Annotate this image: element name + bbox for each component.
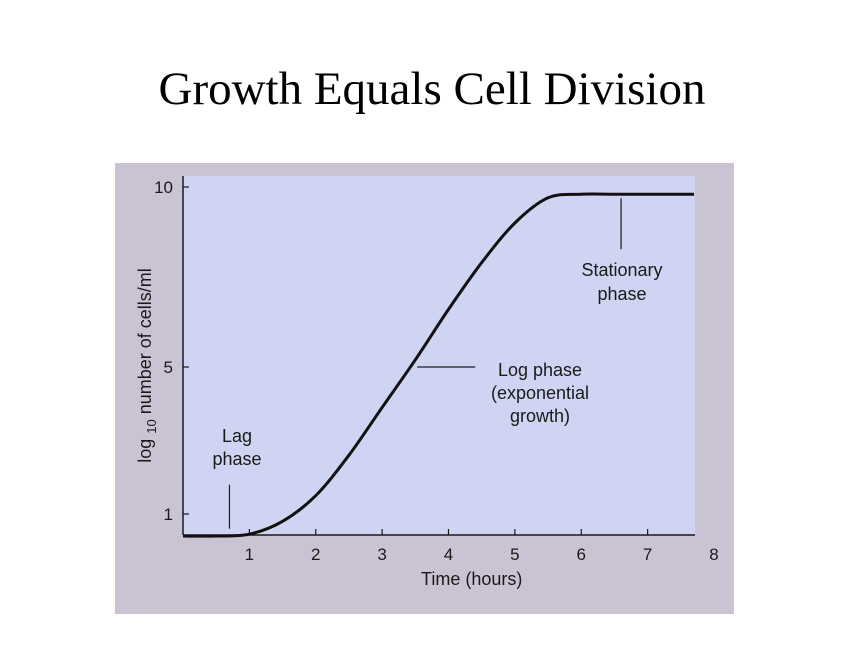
growth-curve-line xyxy=(182,192,695,538)
plot-area xyxy=(183,176,695,535)
log-phase-label: growth) xyxy=(510,406,570,426)
lag-phase-label: Lag xyxy=(222,426,252,446)
lag-phase-label: phase xyxy=(212,449,261,469)
phase-annotations: Lag phase Log phase (exponential growth) Stat… xyxy=(212,198,663,529)
log-phase-label: Log phase xyxy=(498,360,582,380)
stationary-phase-label: Stationary xyxy=(581,260,662,280)
slide-title: Growth Equals Cell Division xyxy=(158,63,706,115)
x-ticks: 1 2 3 4 5 6 7 8 xyxy=(245,529,719,564)
x-tick-label: 1 xyxy=(245,545,254,564)
y-tick-label: 10 xyxy=(154,178,173,197)
stationary-phase-label: phase xyxy=(597,284,646,304)
x-tick-label: 5 xyxy=(510,545,519,564)
x-axis-title: Time (hours) xyxy=(421,569,522,589)
y-tick-label: 5 xyxy=(164,358,173,377)
y-axis-title: log 10 number of cells/ml xyxy=(135,268,159,463)
y-axis-title-suffix: number of cells/ml xyxy=(135,268,155,419)
x-tick-label: 4 xyxy=(444,545,453,564)
log-phase-label: (exponential xyxy=(491,383,589,403)
x-tick-label: 2 xyxy=(311,545,320,564)
y-tick-label: 1 xyxy=(164,505,173,524)
x-tick-label: 3 xyxy=(377,545,386,564)
y-axis-title-prefix: log xyxy=(135,434,155,463)
x-tick-label: 8 xyxy=(709,545,718,564)
x-tick-label: 7 xyxy=(643,545,652,564)
y-axis-title-subscript: 10 xyxy=(144,419,159,433)
x-tick-label: 6 xyxy=(577,545,586,564)
